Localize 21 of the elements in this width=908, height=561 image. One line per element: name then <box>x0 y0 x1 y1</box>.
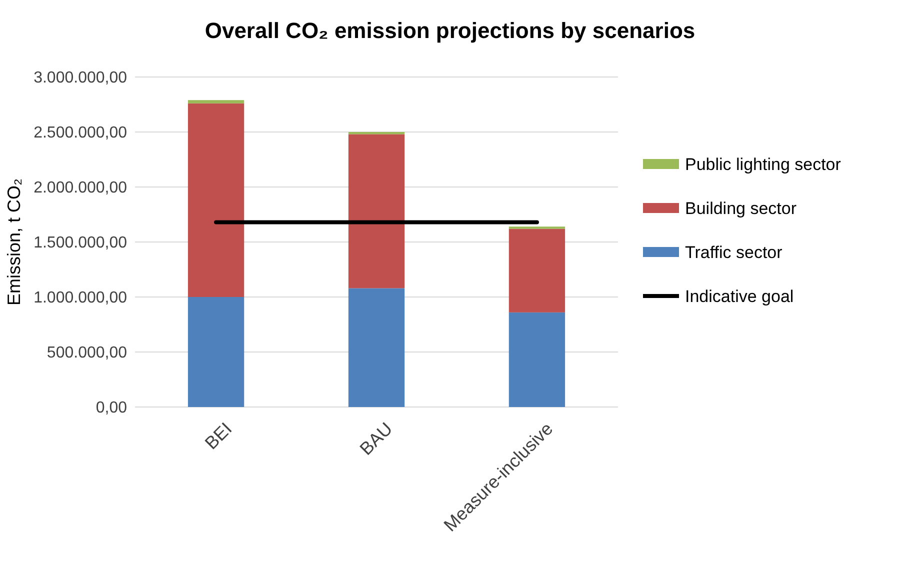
y-tick-label: 500.000,00 <box>46 344 128 362</box>
y-axis-title: Emission, t CO₂ <box>4 178 24 306</box>
bar <box>348 134 405 288</box>
y-tick-label: 1.500.000,00 <box>34 234 128 252</box>
bar <box>348 288 405 407</box>
x-tick-label: BEI <box>201 418 236 454</box>
y-tick-label: 2.500.000,00 <box>34 124 128 142</box>
y-tick-label: 3.000.000,00 <box>34 70 128 87</box>
legend-label: Public lighting sector <box>685 154 842 174</box>
bar <box>188 103 244 297</box>
y-tick-label: 2.000.000,00 <box>34 180 128 197</box>
legend-label: Indicative goal <box>685 286 794 306</box>
legend-label: Traffic sector <box>685 242 783 262</box>
y-tick-label: 1.000.000,00 <box>34 290 128 307</box>
bar <box>188 297 244 407</box>
bar <box>188 100 244 104</box>
bar <box>508 228 566 312</box>
bar <box>508 312 566 407</box>
chart-title: Overall CO₂ emission projections by scenarios <box>204 18 696 43</box>
y-tick-label: 0,00 <box>96 400 128 417</box>
legend-label: Building sector <box>685 198 797 218</box>
